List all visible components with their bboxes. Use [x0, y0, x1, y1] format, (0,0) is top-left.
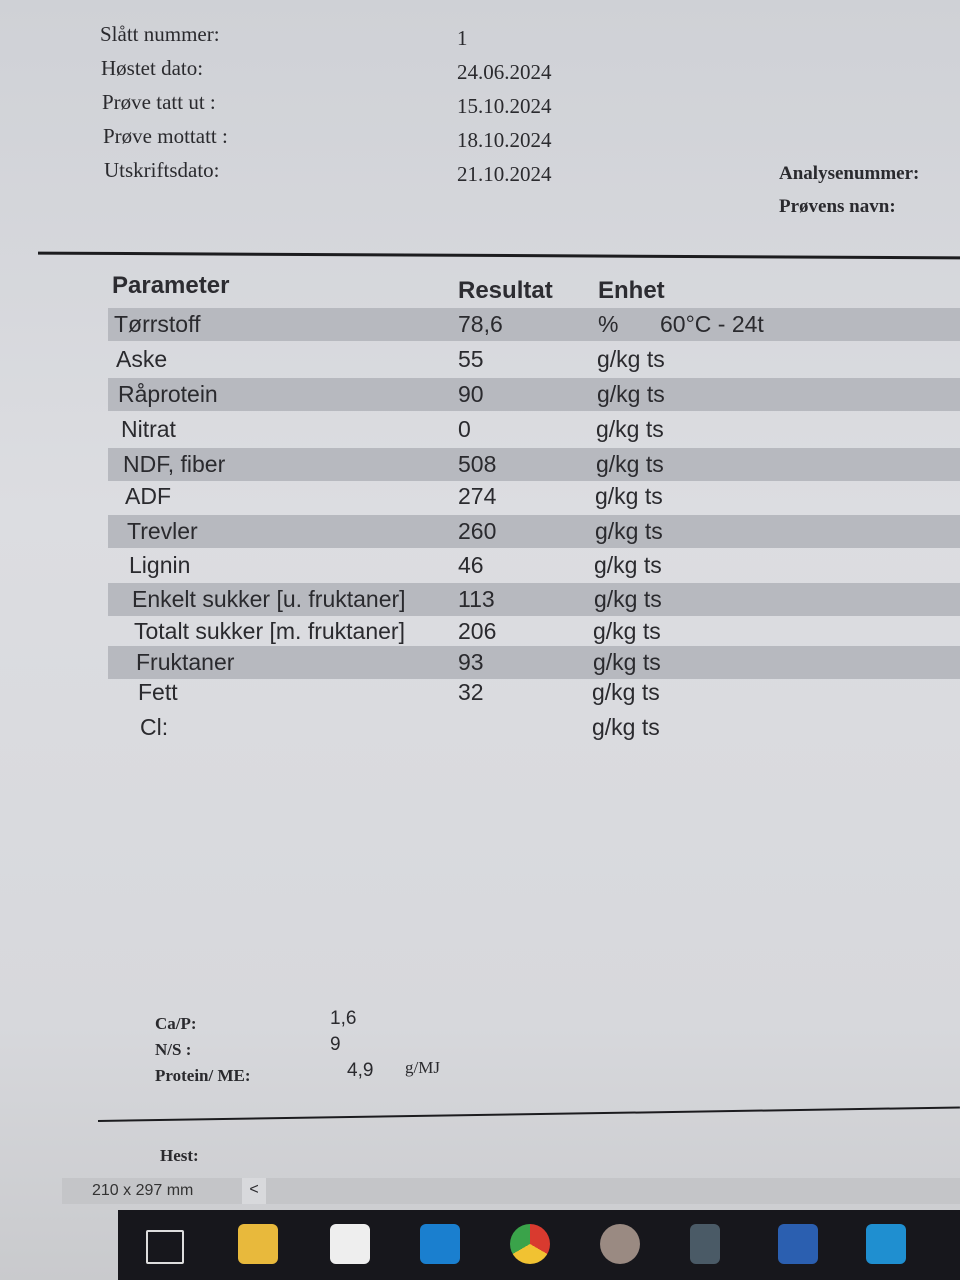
result-cell: 260	[458, 518, 497, 544]
task-view-icon[interactable]	[146, 1230, 184, 1264]
file-explorer-icon[interactable]	[238, 1224, 278, 1264]
unit-cell: g/kg ts	[594, 552, 662, 578]
chrome-icon[interactable]	[510, 1224, 550, 1264]
parameter-cell: Lignin	[129, 552, 191, 578]
unit-cell: g/kg ts	[593, 618, 661, 644]
unit-cell: g/kg ts	[592, 714, 660, 740]
unit-cell: g/kg ts	[592, 679, 660, 705]
result-cell: 0	[458, 416, 471, 442]
snipping-tool-icon[interactable]	[600, 1224, 640, 1264]
table-row: Totalt sukker [m. fruktaner] 206 g/kg ts	[108, 615, 960, 648]
unit-cell: g/kg ts	[595, 518, 663, 544]
unit-cell: g/kg ts	[593, 649, 661, 675]
status-bar: 210 x 297 mm <	[62, 1178, 960, 1204]
result-cell: 90	[458, 381, 484, 407]
parameter-cell: NDF, fiber	[123, 451, 226, 477]
table-row: ADF 274 g/kg ts	[108, 480, 960, 513]
ratio-value: 1,6	[330, 1008, 357, 1029]
taskbar	[118, 1210, 960, 1280]
table-row: Råprotein 90 g/kg ts	[108, 378, 960, 411]
meta-label: Prøve mottatt :	[103, 124, 228, 148]
parameter-cell: Enkelt sukker [u. fruktaner]	[132, 586, 406, 612]
method-note: 60°C - 24t	[660, 311, 764, 337]
scroll-left-button[interactable]: <	[242, 1178, 266, 1204]
meta-label: Slått nummer:	[100, 22, 220, 46]
ratio-unit: g/MJ	[405, 1058, 440, 1077]
table-row: Tørrstoff 78,6 % 60°C - 24t	[108, 308, 960, 341]
ratio-value: 4,9	[347, 1060, 374, 1081]
analysenummer-label: Analysenummer:	[779, 163, 920, 184]
table-row: Fett 32 g/kg ts	[108, 676, 960, 709]
unit-cell: g/kg ts	[596, 416, 664, 442]
parameter-cell: Fett	[138, 679, 178, 705]
ratio-label: Protein/ ME:	[155, 1066, 251, 1085]
result-cell: 78,6	[458, 311, 503, 337]
divider	[37, 251, 960, 260]
result-cell: 274	[458, 483, 497, 509]
result-cell: 46	[458, 552, 484, 578]
calculator-icon[interactable]	[690, 1224, 720, 1264]
header-parameter: Parameter	[112, 272, 230, 299]
table-row: Fruktaner 93 g/kg ts	[108, 646, 960, 679]
meta-label: Høstet dato:	[101, 56, 204, 80]
table-row: Cl: g/kg ts	[108, 711, 960, 744]
parameter-cell: Totalt sukker [m. fruktaner]	[134, 618, 405, 644]
result-cell: 93	[458, 649, 484, 675]
ratio-label: Ca/P:	[155, 1014, 197, 1033]
table-row: Trevler 260 g/kg ts	[108, 515, 960, 548]
meta-value: 1	[457, 26, 468, 50]
result-cell: 32	[458, 679, 484, 705]
unit-cell: %	[598, 311, 619, 337]
parameter-cell: Fruktaner	[136, 649, 235, 675]
meta-value: 15.10.2024	[457, 94, 552, 118]
page-size: 210 x 297 mm	[92, 1182, 194, 1199]
hest-label: Hest:	[160, 1146, 199, 1165]
table-row: Nitrat 0 g/kg ts	[108, 413, 960, 446]
meta-value: 21.10.2024	[457, 162, 552, 186]
result-cell: 508	[458, 451, 497, 477]
parameter-cell: ADF	[125, 483, 171, 509]
word-icon[interactable]	[778, 1224, 818, 1264]
photos-icon[interactable]	[866, 1224, 906, 1264]
parameter-cell: Tørrstoff	[114, 311, 201, 337]
parameter-cell: Aske	[116, 346, 168, 372]
ratio-value: 9	[330, 1034, 341, 1055]
header-enhet: Enhet	[598, 277, 665, 304]
meta-label: Utskriftsdato:	[104, 158, 220, 182]
unit-cell: g/kg ts	[594, 586, 662, 612]
provens-navn-label: Prøvens navn:	[779, 196, 896, 217]
meta-value: 18.10.2024	[457, 128, 552, 152]
header-resultat: Resultat	[458, 277, 553, 304]
table-row: Lignin 46 g/kg ts	[108, 549, 960, 582]
parameter-cell: Trevler	[127, 518, 198, 544]
meta-value: 24.06.2024	[457, 60, 552, 84]
unit-cell: g/kg ts	[596, 451, 664, 477]
outlook-icon[interactable]	[420, 1224, 460, 1264]
unit-cell: g/kg ts	[595, 483, 663, 509]
ratio-label: N/S :	[155, 1040, 192, 1059]
microsoft-store-icon[interactable]	[330, 1224, 370, 1264]
parameter-cell: Nitrat	[121, 416, 176, 442]
result-cell: 55	[458, 346, 484, 372]
table-row: Aske 55 g/kg ts	[108, 343, 960, 376]
unit-cell: g/kg ts	[597, 381, 665, 407]
parameter-cell: Cl:	[140, 714, 169, 740]
parameter-cell: Råprotein	[118, 381, 218, 407]
result-cell: 113	[458, 586, 495, 612]
meta-label: Prøve tatt ut :	[102, 90, 216, 114]
table-row: Enkelt sukker [u. fruktaner] 113 g/kg ts	[108, 583, 960, 616]
divider-bottom	[97, 1106, 960, 1122]
unit-cell: g/kg ts	[597, 346, 665, 372]
table-row: NDF, fiber 508 g/kg ts	[108, 448, 960, 481]
result-cell: 206	[458, 618, 497, 644]
